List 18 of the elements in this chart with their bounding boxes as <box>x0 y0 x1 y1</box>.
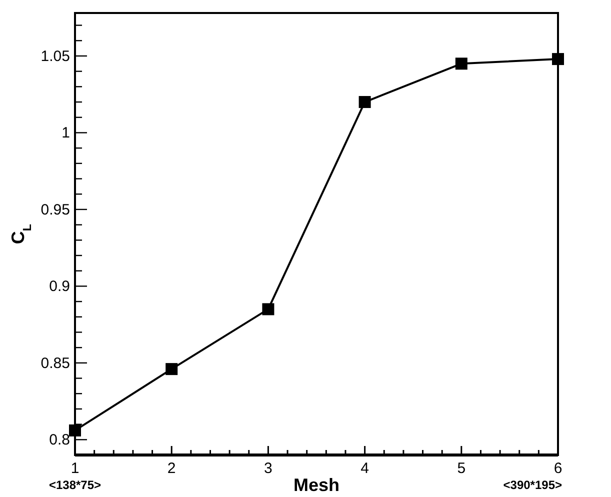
text: <390*195> <box>503 478 562 492</box>
x-axis-title: Mesh <box>293 475 340 495</box>
x-tick-label: 3 <box>264 460 272 477</box>
y-tick-label: 0.8 <box>49 432 70 449</box>
y-tick-label: 0.9 <box>49 278 70 296</box>
text: <138*75> <box>48 478 102 492</box>
y-tick-label: 0.95 <box>40 201 70 218</box>
y-tick-label: 1 <box>62 124 70 142</box>
point <box>262 303 274 316</box>
x-tick-label: 4 <box>360 460 369 477</box>
x-tick-label: 6 <box>554 460 562 477</box>
point <box>166 363 178 376</box>
y-tick-label: 1.05 <box>40 48 70 65</box>
point <box>358 96 371 108</box>
y-tick-label: 0.85 <box>40 354 70 372</box>
x-tick-label: 2 <box>167 460 176 477</box>
x-tick-label: 5 <box>457 460 466 477</box>
point <box>455 58 468 70</box>
